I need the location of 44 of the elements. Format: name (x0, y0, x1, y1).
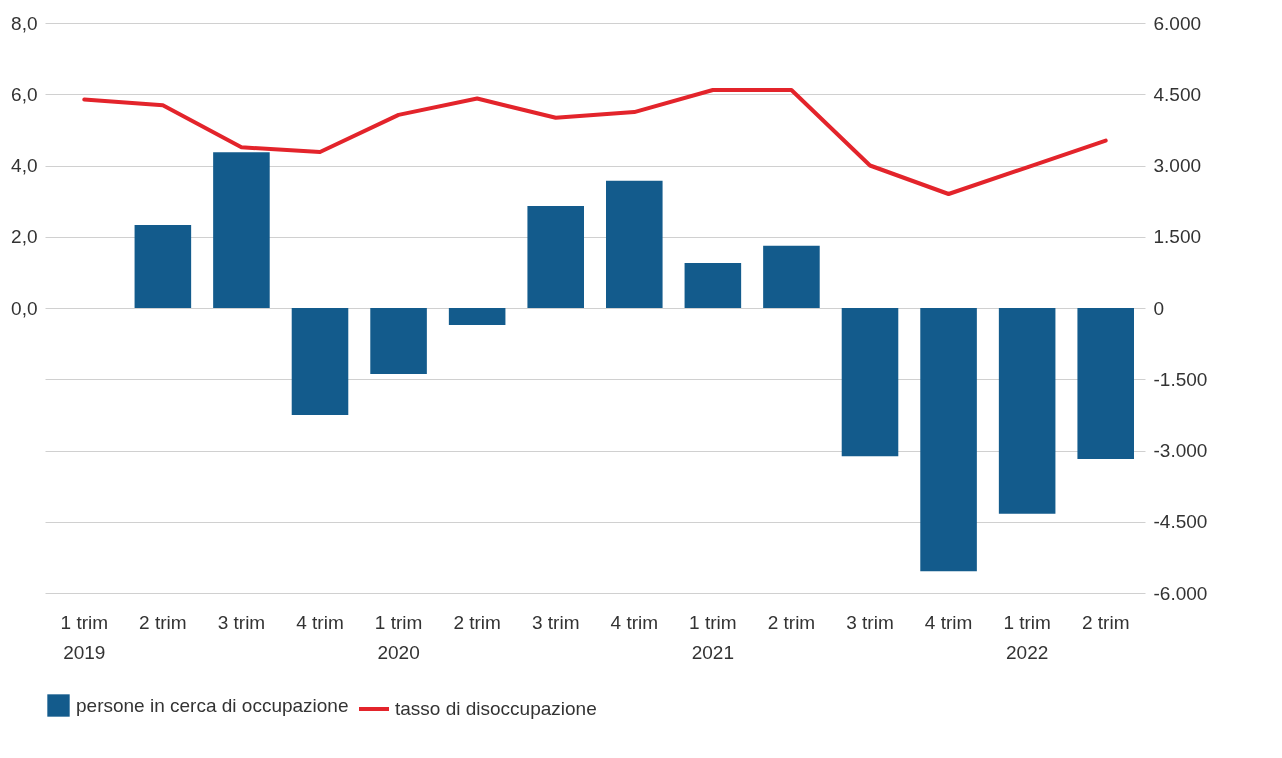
legend-label: persone in cerca di occupazione (76, 694, 349, 716)
x-tick-label: 4 trim (296, 611, 344, 633)
x-tick-label: 2 trim (767, 611, 816, 633)
x-tick-label: 2 trim (1081, 611, 1130, 633)
bar (448, 308, 506, 326)
bar (920, 308, 977, 572)
x-tick-label: 3 trim (846, 611, 894, 633)
bar (527, 205, 584, 308)
x-tick-label: 4 trim (610, 611, 659, 633)
x-tick-label: 1 trim 2020 (374, 611, 423, 663)
x-tick-label: 3 trim (531, 611, 580, 633)
legend-label: tasso di disoccupazione (395, 698, 597, 719)
y2-tick-label: -3.000 (1153, 440, 1208, 461)
y-tick-label: 2,0 (11, 226, 38, 248)
y2-tick-label: 6.000 (1153, 12, 1202, 34)
bar (606, 180, 663, 308)
x-tick-label: 1 trim 2019 (60, 611, 109, 663)
bar (213, 152, 270, 308)
y-tick-label: 0,0 (11, 297, 38, 319)
y-tick-label: 6,0 (11, 83, 38, 105)
x-tick-label: 1 trim 2021 (689, 611, 737, 663)
bar (763, 245, 820, 308)
y2-tick-label: 3.000 (1153, 155, 1202, 176)
bar (1077, 308, 1134, 460)
y2-tick-label: -4.500 (1153, 511, 1208, 533)
bar (841, 308, 899, 457)
x-tick-label: 3 trim (217, 611, 266, 633)
y-tick-label: 4,0 (11, 155, 38, 176)
bar (998, 308, 1056, 514)
line-series (82, 87, 1108, 196)
x-tick-label: 2 trim (453, 611, 501, 633)
bar (134, 224, 192, 308)
x-tick-label: 2 trim (139, 611, 187, 633)
x-tick-label: 4 trim (924, 611, 973, 633)
y-tick-label: 8,0 (11, 12, 38, 34)
y2-tick-label: -1.500 (1153, 368, 1208, 390)
y2-tick-label: 0 (1153, 297, 1165, 319)
bar (370, 308, 427, 375)
y2-tick-label: 4.500 (1153, 83, 1202, 105)
bar (291, 308, 349, 415)
x-tick-label: 1 trim 2022 (1003, 611, 1051, 663)
y2-tick-label: 1.500 (1153, 226, 1202, 248)
y2-tick-label: -6.000 (1153, 582, 1208, 604)
bar (684, 262, 742, 308)
